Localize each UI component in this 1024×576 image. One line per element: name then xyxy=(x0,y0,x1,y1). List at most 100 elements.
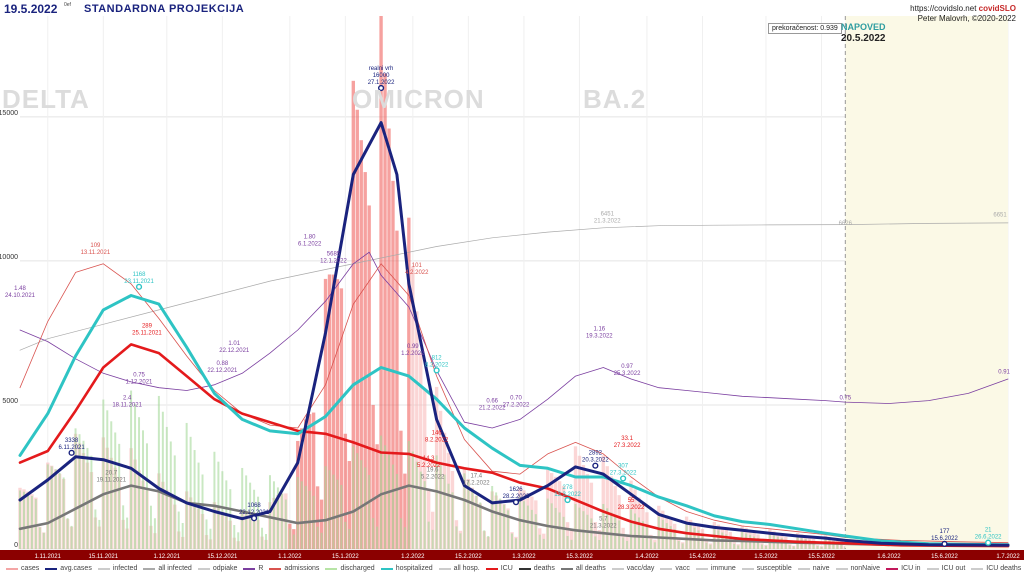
legend-item[interactable]: nonNaive xyxy=(835,565,880,572)
cases-bar xyxy=(311,412,316,549)
discharged-bar xyxy=(729,536,732,549)
legend-item[interactable]: discharged xyxy=(325,565,375,572)
annotation-marker xyxy=(135,283,143,290)
legend-item[interactable]: ICU out xyxy=(926,565,965,572)
annotation-marker xyxy=(620,475,627,482)
discharged-bar xyxy=(566,535,569,549)
annotation-label: 1068 xyxy=(247,503,261,509)
discharged-bar xyxy=(300,481,303,549)
discharged-bar xyxy=(475,495,478,549)
brand-name: covidSLO xyxy=(978,4,1016,13)
legend-label: cases xyxy=(21,565,40,572)
legend-item[interactable]: ICU in xyxy=(886,565,921,572)
discharged-bar xyxy=(784,539,787,549)
cases-bar xyxy=(355,109,359,550)
legend-item[interactable]: ICU xyxy=(485,565,513,572)
discharged-bar xyxy=(614,516,617,549)
discharged-bar xyxy=(459,533,462,549)
discharged-bar xyxy=(205,519,208,549)
annotation-label: 27.3.2022 xyxy=(610,470,637,476)
discharged-bar xyxy=(138,417,141,549)
discharged-bar xyxy=(70,525,73,549)
site-credit[interactable]: https://covidslo.net covidSLO xyxy=(910,4,1016,13)
legend-item[interactable]: R xyxy=(243,565,263,572)
cases-bar xyxy=(387,128,391,549)
discharged-bar xyxy=(610,512,613,549)
cases-bar xyxy=(411,266,415,549)
annotation-label: 55 xyxy=(628,498,635,504)
cases-bar xyxy=(351,80,355,549)
legend-swatch xyxy=(269,567,282,570)
legend-swatch xyxy=(797,567,810,570)
annotation-label: 27.1.2022 xyxy=(368,80,395,86)
discharged-bar xyxy=(134,403,137,549)
legend-item[interactable]: susceptible xyxy=(741,565,792,572)
annotation-label: 27.2.2022 xyxy=(503,403,530,409)
annotation-marker xyxy=(985,539,992,546)
exceed-box: prekoračenost: 0.939 xyxy=(768,23,842,34)
legend-item[interactable]: avg.cases xyxy=(45,565,92,572)
discharged-bar xyxy=(467,481,470,549)
discharged-bar xyxy=(657,516,660,549)
legend-item[interactable]: vacc/day xyxy=(611,565,654,572)
cases-bar xyxy=(589,482,594,549)
annotation-label: 17.2.2022 xyxy=(463,480,490,486)
legend-swatch xyxy=(45,567,58,570)
discharged-bar xyxy=(435,455,438,549)
annotation-label: 0.97 xyxy=(621,364,633,370)
legend: cases avg.cases infected all infected odpiak… xyxy=(0,561,1024,576)
discharged-bar xyxy=(419,471,422,549)
discharged-bar xyxy=(388,455,391,549)
discharged-bar xyxy=(380,435,383,549)
legend-swatch xyxy=(518,567,531,570)
x-tick-label: 15.4.2022 xyxy=(689,554,716,560)
legend-label: naive xyxy=(812,565,830,572)
site-url[interactable]: https://covidslo.net xyxy=(910,4,977,13)
forecast-date: 20.5.2022 xyxy=(841,33,886,44)
cases-bar xyxy=(419,352,423,549)
legend-item[interactable]: ICU deaths xyxy=(971,565,1021,572)
annotation-label: 28.2.2022 xyxy=(503,494,530,500)
annotation-label: 25.3.2022 xyxy=(614,371,641,377)
discharged-bar xyxy=(292,534,295,549)
legend-item[interactable]: admissions xyxy=(269,565,319,572)
cases-bar xyxy=(395,230,399,549)
annotation-label: 19.11.2021 xyxy=(96,478,126,484)
discharged-bar xyxy=(598,539,601,549)
legend-item[interactable]: deaths xyxy=(518,565,555,572)
annotation-label: 6451 xyxy=(601,211,615,217)
x-tick-label: 1.3.2022 xyxy=(512,554,536,560)
legend-item[interactable]: cases xyxy=(6,565,39,572)
discharged-bar xyxy=(189,436,192,549)
annotation-marker xyxy=(433,367,440,374)
legend-swatch xyxy=(611,567,624,570)
legend-item[interactable]: all deaths xyxy=(560,565,606,572)
legend-swatch xyxy=(971,567,984,570)
discharged-bar xyxy=(185,422,188,549)
legend-item[interactable]: vacc xyxy=(660,565,690,572)
discharged-bar xyxy=(391,464,394,549)
discharged-bar xyxy=(570,539,573,549)
legend-swatch xyxy=(695,567,708,570)
legend-item[interactable]: hospitalized xyxy=(380,565,433,572)
legend-item[interactable]: immune xyxy=(695,565,736,572)
discharged-bar xyxy=(46,464,49,549)
legend-label: avg.cases xyxy=(60,565,92,572)
cases-bar xyxy=(335,279,340,549)
annotation-label: 16000 xyxy=(373,73,390,79)
legend-item[interactable]: infected xyxy=(97,565,137,572)
discharged-bar xyxy=(792,546,795,549)
discharged-bar xyxy=(491,485,494,549)
annotation-marker xyxy=(592,462,599,469)
wave-label-delta: DELTA xyxy=(2,84,90,114)
annotation-label: 13.3.2022 xyxy=(554,492,581,498)
legend-item[interactable]: naive xyxy=(797,565,830,572)
legend-item[interactable]: odpiake xyxy=(197,565,237,572)
discharged-bar xyxy=(94,509,97,549)
discharged-bar xyxy=(737,545,740,549)
legend-swatch xyxy=(143,567,156,570)
annotation-label: 0.75 xyxy=(839,396,851,402)
legend-item[interactable]: all hosp. xyxy=(438,565,480,572)
legend-item[interactable]: all infected xyxy=(143,565,192,572)
